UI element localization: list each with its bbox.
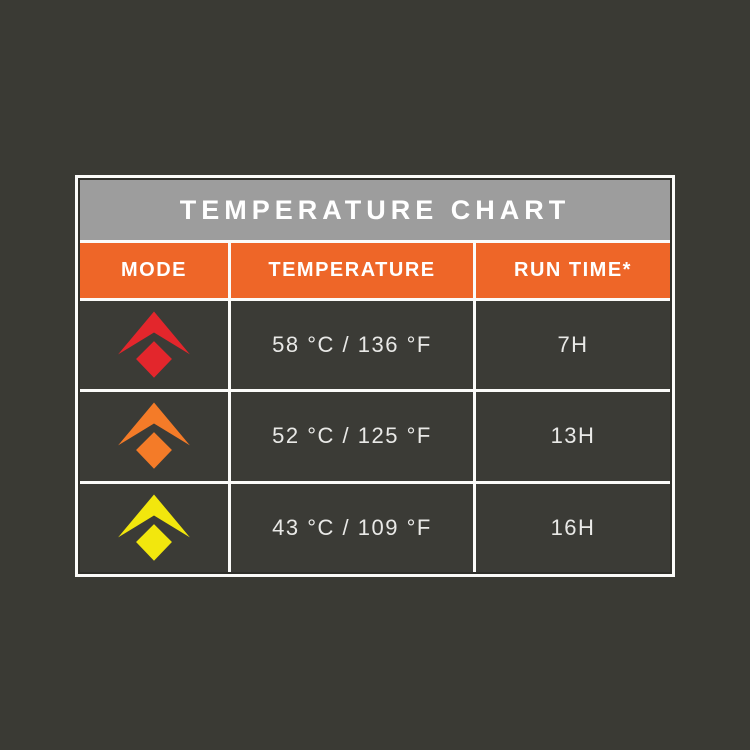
diamond-shape <box>136 432 172 470</box>
column-header-run-time: RUN TIME* <box>476 243 670 298</box>
column-header-temperature: TEMPERATURE <box>231 243 473 298</box>
mode-cell-high <box>80 301 228 390</box>
run-time-cell-medium: 13H <box>476 392 670 481</box>
mode-cell-low <box>80 483 228 572</box>
temperature-cell-medium: 52 °C / 125 °F <box>231 392 473 481</box>
run-time-cell-high: 7H <box>476 301 670 390</box>
chart-title: TEMPERATURE CHART <box>80 180 670 240</box>
mode-cell-medium <box>80 392 228 481</box>
chart-grid: TEMPERATURE CHART MODE TEMPERATURE RUN T… <box>80 180 670 572</box>
run-time-cell-low: 16H <box>476 483 670 572</box>
chevron-shape <box>118 311 190 355</box>
diamond-shape <box>136 341 172 378</box>
temperature-cell-high: 58 °C / 136 °F <box>231 301 473 390</box>
temperature-chart-table: TEMPERATURE CHART MODE TEMPERATURE RUN T… <box>75 175 675 577</box>
diamond-shape <box>136 523 172 561</box>
heat-mode-high-icon <box>118 311 190 378</box>
heat-mode-medium-icon <box>118 402 190 470</box>
column-header-mode: MODE <box>80 243 228 298</box>
temperature-cell-low: 43 °C / 109 °F <box>231 483 473 572</box>
heat-mode-low-icon <box>118 494 190 561</box>
chevron-shape <box>118 494 190 538</box>
chevron-shape <box>118 402 190 446</box>
